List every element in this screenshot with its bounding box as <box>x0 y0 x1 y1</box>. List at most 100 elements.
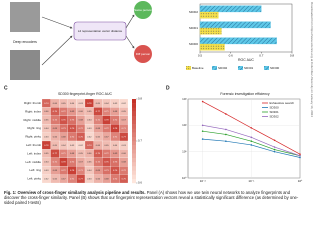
cell-label: 0.73 <box>113 162 118 164</box>
cell-label: 0.72 <box>122 170 127 172</box>
cell-label: 0.65 <box>53 178 58 180</box>
bar <box>199 5 262 13</box>
cell-label: 0.72 <box>113 178 118 180</box>
cell-label: 0.63 <box>44 170 49 172</box>
fingerprint-image <box>10 2 40 32</box>
cell-label: 0.72 <box>61 170 66 172</box>
colorbar-step <box>132 111 136 116</box>
distance-box <box>73 21 127 41</box>
cell-label: 0.64 <box>44 162 49 164</box>
series-point <box>299 156 301 159</box>
x-tick-label: 10⁰ <box>298 179 303 183</box>
cell-label: 0.65 <box>44 153 49 155</box>
colorbar-label: 0.7 <box>138 139 142 143</box>
cell-label: 0.72 <box>104 128 109 130</box>
legend-swatch <box>186 66 191 70</box>
cell-label: 0.66 <box>122 153 127 155</box>
cell-label: 0.66 <box>79 111 84 113</box>
series-point <box>201 138 204 140</box>
cell-label: 0.66 <box>87 153 92 155</box>
cell-label: 0.63 <box>122 145 127 147</box>
series-point <box>250 144 253 146</box>
colorbar-step <box>132 145 136 150</box>
cell-label: 0.72 <box>70 162 75 164</box>
diff-node <box>134 45 152 63</box>
cell-label: 0.68 <box>96 128 101 130</box>
cell-label: 0.68 <box>70 153 75 155</box>
cell-label: 0.64 <box>87 170 92 172</box>
x-tick-label: 10⁻¹ <box>248 179 254 183</box>
cell-label: 0.78 <box>104 120 109 122</box>
series-point <box>250 127 253 129</box>
series-point <box>225 113 227 115</box>
cell-label: 0.75 <box>53 111 58 113</box>
cell-label: 0.69 <box>96 170 101 172</box>
series-point <box>273 148 276 151</box>
baseline-bar <box>199 11 219 19</box>
legend-swatch <box>212 66 217 70</box>
diff-label: Diff person <box>136 52 151 56</box>
legend-label: SD302 <box>218 66 228 70</box>
x-tick-label: 10⁻² <box>200 179 206 183</box>
series-point <box>201 130 204 132</box>
x-axis-label: ROC AUC <box>238 58 254 62</box>
cell-label: 0.63 <box>79 103 84 105</box>
legend-label: SD300 <box>270 105 280 109</box>
row-label: Left: ring <box>29 168 41 172</box>
cell-label: 0.74 <box>87 145 92 147</box>
cell-label: 0.78 <box>44 145 49 147</box>
series-point <box>273 139 276 142</box>
distance-label: L2 representation vector distance <box>78 29 123 33</box>
series-point <box>299 153 301 156</box>
row-label: Left: middle <box>25 160 41 164</box>
same-node <box>134 1 152 19</box>
cell-label: 0.77 <box>79 178 84 180</box>
y-tick-label: SD302 <box>189 10 199 14</box>
row-label: Right: middle <box>23 118 41 122</box>
series-point <box>201 124 204 127</box>
cell-label: 0.73 <box>61 128 66 130</box>
side-note: Downloaded from https://www.science.org … <box>310 2 314 117</box>
y-tick-label: 10¹ <box>182 149 186 153</box>
caption-title: Overview of cross-finger similarity anal… <box>17 190 146 195</box>
cell-label: 0.66 <box>44 111 49 113</box>
cell-label: 0.63 <box>87 178 92 180</box>
legend-label: Baseline <box>192 66 204 70</box>
legend-swatch <box>264 66 269 70</box>
cell-label: 0.63 <box>113 103 118 105</box>
x-tick-label: 0.6 <box>229 53 234 57</box>
legend-label: SD301 <box>244 66 254 70</box>
cell-label: 0.68 <box>113 111 118 113</box>
x-tick-label: 0.7 <box>259 53 264 57</box>
cell-label: 0.65 <box>104 145 109 147</box>
cell-label: 0.72 <box>79 128 84 130</box>
legend-label: SD302 <box>270 114 280 118</box>
legend-label: SD300 <box>270 66 280 70</box>
baseline-bar <box>199 27 222 35</box>
cell-label: 0.67 <box>79 162 84 164</box>
legend-swatch <box>238 66 243 70</box>
colorbar-label: 0.6 <box>138 181 142 185</box>
cell-label: 0.65 <box>87 162 92 164</box>
panel-letter: C <box>4 85 8 91</box>
cell-label: 0.64 <box>61 145 66 147</box>
cell-label: 0.69 <box>53 128 58 130</box>
cell-label: 0.78 <box>70 170 75 172</box>
bar <box>199 21 271 29</box>
cell-label: 0.64 <box>87 120 92 122</box>
cell-label: 0.65 <box>61 103 66 105</box>
cell-label: 0.63 <box>70 145 75 147</box>
cell-label: 0.75 <box>79 136 84 138</box>
cell-label: 0.76 <box>104 162 109 164</box>
figure: Deep encoders L2 representation vector d… <box>4 1 314 185</box>
cell-label: 0.73 <box>104 170 109 172</box>
cell-label: 0.76 <box>113 170 118 172</box>
cell-label: 0.68 <box>79 120 84 122</box>
cell-label: 0.72 <box>113 120 118 122</box>
y-tick-label: 10² <box>182 123 186 127</box>
caption-text: Panel (A) shows how we use twin neural n… <box>4 190 299 206</box>
y-tick-label: 10⁰ <box>182 176 187 180</box>
colorbar-step <box>132 157 136 163</box>
x-tick-label: 0.8 <box>290 53 295 57</box>
colorbar-step <box>132 120 136 125</box>
